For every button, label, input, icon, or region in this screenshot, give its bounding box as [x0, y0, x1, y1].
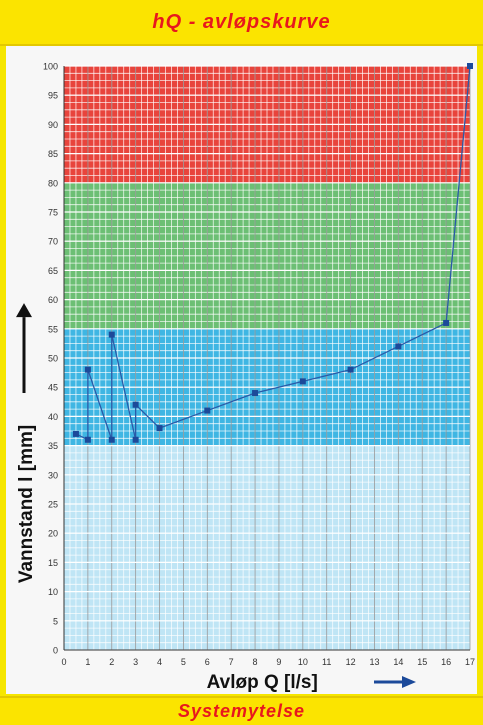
x-tick-label: 13: [369, 657, 379, 667]
y-tick-label: 75: [48, 208, 58, 218]
data-point: [108, 331, 115, 338]
x-tick-label: 1: [85, 657, 90, 667]
x-arrow-head-icon: [402, 676, 416, 688]
data-point: [72, 430, 79, 437]
data-point: [108, 436, 115, 443]
y-tick-label: 0: [53, 646, 58, 656]
y-tick-label: 40: [48, 412, 58, 422]
y-tick-label: 30: [48, 470, 58, 480]
footer-bar: Systemytelse: [0, 696, 483, 725]
y-tick-label: 85: [48, 149, 58, 159]
data-point: [204, 407, 211, 414]
x-tick-label: 2: [109, 657, 114, 667]
y-tick-label: 65: [48, 266, 58, 276]
data-point: [467, 63, 473, 69]
y-tick-label: 45: [48, 383, 58, 393]
y-tick-label: 25: [48, 500, 58, 510]
x-tick-label: 16: [441, 657, 451, 667]
x-tick-label: 14: [393, 657, 403, 667]
data-point: [132, 401, 139, 408]
x-tick-label: 6: [205, 657, 210, 667]
x-tick-label: 15: [417, 657, 427, 667]
x-tick-label: 8: [253, 657, 258, 667]
data-point: [84, 436, 91, 443]
y-tick-label: 55: [48, 324, 58, 334]
data-point: [156, 425, 163, 432]
x-tick-label: 3: [133, 657, 138, 667]
x-tick-label: 17: [465, 657, 475, 667]
y-axis-label: Vannstand l [mm]: [16, 425, 37, 583]
data-point: [347, 366, 354, 373]
x-tick-label: 5: [181, 657, 186, 667]
y-tick-label: 10: [48, 587, 58, 597]
y-tick-label: 80: [48, 178, 58, 188]
x-axis-label: Avløp Q [l/s]: [207, 672, 318, 693]
data-point: [84, 366, 91, 373]
hq-chart: 0510152025303540455055606570758085909510…: [16, 62, 475, 693]
x-tick-label: 10: [298, 657, 308, 667]
data-point: [395, 343, 402, 350]
y-tick-label: 15: [48, 558, 58, 568]
y-tick-label: 50: [48, 354, 58, 364]
y-tick-label: 90: [48, 120, 58, 130]
data-point: [299, 378, 306, 385]
y-tick-label: 20: [48, 529, 58, 539]
x-tick-label: 7: [229, 657, 234, 667]
x-tick-label: 0: [61, 657, 66, 667]
chart-area: 0 5 10 15 20 25 30 35 40 45 50 55 60 65 70 75 80 85 90 95 10…: [6, 46, 477, 694]
y-arrow-head-icon: [16, 303, 32, 318]
data-point: [443, 319, 450, 326]
y-tick-label: 95: [48, 91, 58, 101]
y-tick-label: 35: [48, 441, 58, 451]
data-point: [132, 436, 139, 443]
x-tick-label: 9: [276, 657, 281, 667]
y-tick-label: 70: [48, 237, 58, 247]
chart-title: hQ - avløpskurve: [152, 10, 331, 33]
y-tick-label: 5: [53, 616, 58, 626]
x-tick-label: 4: [157, 657, 162, 667]
title-bar: hQ - avløpskurve: [0, 0, 483, 46]
y-tick-label: 100: [43, 62, 58, 72]
data-point: [252, 390, 259, 397]
x-tick-label: 12: [346, 657, 356, 667]
footer-label: Systemytelse: [177, 701, 306, 721]
y-tick-label: 60: [48, 295, 58, 305]
x-tick-label: 11: [322, 657, 331, 667]
